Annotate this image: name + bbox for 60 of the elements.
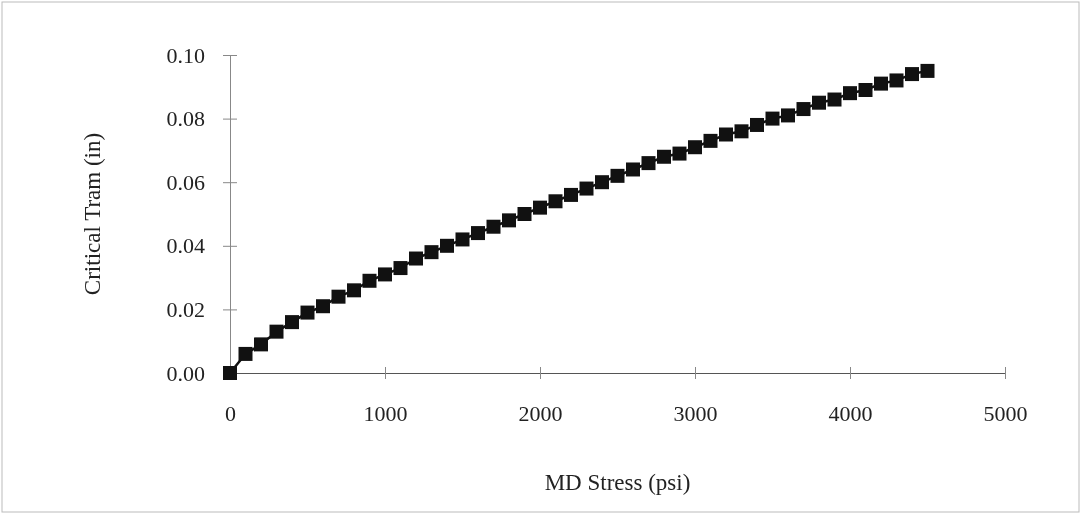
y-tick-label: 0.00 (166, 360, 205, 386)
x-tick-label: 4000 (828, 400, 873, 426)
point (533, 200, 547, 215)
point (703, 133, 718, 148)
point (238, 346, 253, 361)
point (889, 73, 904, 88)
point (874, 76, 888, 91)
point (905, 67, 919, 82)
point (362, 273, 377, 288)
y-tick-label: 0.04 (166, 233, 205, 259)
point (719, 127, 733, 142)
x-tick-label: 1000 (363, 400, 408, 426)
point (781, 108, 795, 123)
point (765, 111, 780, 126)
point (858, 82, 873, 97)
y-tick-label: 0.06 (166, 169, 205, 195)
x-tick-label: 2000 (518, 400, 563, 426)
point (595, 175, 609, 190)
point (486, 219, 501, 234)
point (610, 168, 625, 183)
x-tick-label: 3000 (673, 400, 718, 426)
point (269, 324, 284, 339)
point (796, 102, 811, 117)
point (471, 226, 485, 241)
x-tick-label: 5000 (983, 400, 1028, 426)
point (641, 156, 656, 171)
point (331, 289, 346, 304)
x-tick-label: 0 (225, 400, 236, 426)
point (502, 213, 516, 228)
point (579, 181, 594, 196)
point (750, 117, 764, 132)
point (843, 86, 857, 101)
point (455, 232, 470, 247)
y-tick-label: 0.08 (166, 106, 205, 132)
point (688, 140, 702, 155)
point (393, 261, 408, 276)
point (316, 299, 330, 314)
point (440, 238, 454, 253)
point (548, 194, 563, 209)
point (223, 366, 237, 380)
point (517, 207, 532, 221)
point (424, 245, 439, 260)
point (657, 149, 671, 164)
point (734, 124, 749, 139)
point (564, 187, 578, 202)
point (812, 95, 826, 110)
point (827, 92, 842, 107)
x-axis-title: MD Stress (psi) (544, 470, 691, 495)
point (672, 146, 687, 161)
point (285, 315, 299, 330)
y-tick-label: 0.10 (166, 42, 205, 68)
y-tick-label: 0.02 (166, 296, 205, 322)
point (920, 63, 935, 78)
point (300, 305, 315, 320)
point (378, 267, 392, 282)
point (409, 251, 423, 266)
point (347, 283, 361, 298)
point (626, 162, 640, 177)
y-axis-title: Critical Tram (in) (80, 132, 105, 296)
point (254, 337, 268, 352)
